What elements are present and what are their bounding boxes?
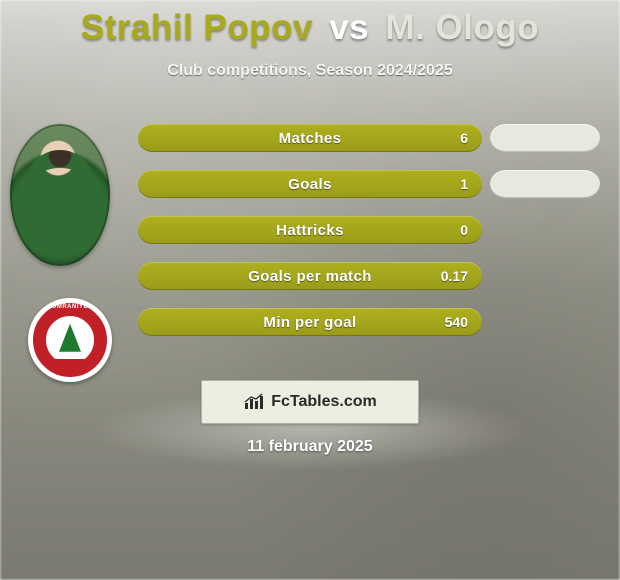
- stat-value: 1: [460, 170, 468, 198]
- player-photo: [10, 124, 110, 266]
- stat-row: Hattricks 0: [138, 216, 482, 244]
- stat-label: Hattricks: [138, 216, 482, 244]
- stat-value: 0: [460, 216, 468, 244]
- stat-label: Min per goal: [138, 308, 482, 336]
- opponent-pills: [490, 124, 600, 216]
- stat-row: Min per goal 540: [138, 308, 482, 336]
- stat-row: Goals per match 0.17: [138, 262, 482, 290]
- footer-date: 11 february 2025: [0, 438, 620, 456]
- opponent-pill: [490, 170, 600, 198]
- stat-label: Goals per match: [138, 262, 482, 290]
- club-badge-text: UMRANIYE: [28, 304, 112, 310]
- footer-brand: FcTables.com: [271, 393, 377, 411]
- subtitle: Club competitions, Season 2024/2025: [0, 62, 620, 80]
- fctables-logo-icon: [243, 393, 265, 411]
- stat-row: Goals 1: [138, 170, 482, 198]
- title-vs: vs: [329, 8, 369, 47]
- stats-container: Matches 6 Goals 1 Hattricks 0 Goals per …: [138, 124, 482, 354]
- stat-row: Matches 6: [138, 124, 482, 152]
- title-player1: Strahil Popov: [81, 8, 313, 47]
- opponent-pill: [490, 124, 600, 152]
- club-badge-ribbon: [54, 359, 86, 365]
- page-title: Strahil Popov vs M. Ologo: [0, 8, 620, 48]
- club-badge-tree-icon: [59, 324, 81, 352]
- stat-value: 6: [460, 124, 468, 152]
- stat-value: 540: [445, 308, 468, 336]
- title-player2: M. Ologo: [385, 8, 539, 47]
- stat-value: 0.17: [441, 262, 468, 290]
- stat-label: Matches: [138, 124, 482, 152]
- footer-plaque: FcTables.com: [201, 380, 419, 424]
- club-badge: UMRANIYE: [28, 298, 112, 382]
- stat-label: Goals: [138, 170, 482, 198]
